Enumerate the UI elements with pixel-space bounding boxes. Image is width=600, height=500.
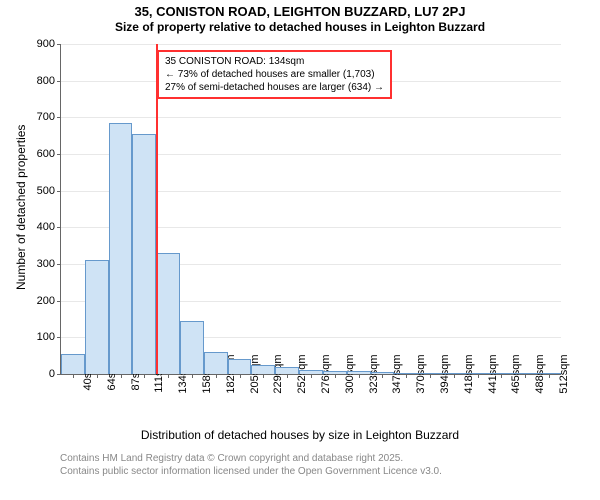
y-tick-label: 0 xyxy=(49,368,61,380)
x-tick-mark xyxy=(430,374,431,378)
x-tick-mark xyxy=(311,374,312,378)
x-tick-label: 512sqm xyxy=(552,354,570,393)
x-tick-mark xyxy=(144,374,145,378)
y-tick-label: 300 xyxy=(37,258,61,270)
x-tick-mark xyxy=(73,374,74,378)
x-tick-label: 418sqm xyxy=(457,354,475,393)
plot-area: 010020030040050060070080090040sqm64sqm87… xyxy=(60,44,561,375)
x-tick-mark xyxy=(192,374,193,378)
x-tick-mark xyxy=(263,374,264,378)
x-tick-mark xyxy=(97,374,98,378)
y-tick-label: 200 xyxy=(37,295,61,307)
y-axis-label: Number of detached properties xyxy=(14,125,28,290)
annotation-box: 35 CONISTON ROAD: 134sqm ← 73% of detach… xyxy=(157,50,392,99)
annotation-line2: ← 73% of detached houses are smaller (1,… xyxy=(165,68,384,81)
x-tick-label: 323sqm xyxy=(362,354,380,393)
x-tick-mark xyxy=(240,374,241,378)
x-tick-label: 347sqm xyxy=(385,354,403,393)
y-tick-label: 500 xyxy=(37,185,61,197)
x-tick-mark xyxy=(549,374,550,378)
x-tick-label: 229sqm xyxy=(266,354,284,393)
x-tick-mark xyxy=(406,374,407,378)
x-tick-mark xyxy=(287,374,288,378)
x-tick-label: 300sqm xyxy=(338,354,356,393)
footer-line1: Contains HM Land Registry data © Crown c… xyxy=(60,452,442,465)
x-tick-label: 488sqm xyxy=(528,354,546,393)
y-tick-label: 700 xyxy=(37,111,61,123)
x-tick-label: 465sqm xyxy=(504,354,522,393)
x-tick-label: 252sqm xyxy=(290,354,308,393)
x-tick-label: 205sqm xyxy=(243,354,261,393)
x-tick-mark xyxy=(168,374,169,378)
x-tick-mark xyxy=(525,374,526,378)
annotation-line1: 35 CONISTON ROAD: 134sqm xyxy=(165,55,384,68)
y-tick-label: 800 xyxy=(37,75,61,87)
x-tick-mark xyxy=(478,374,479,378)
x-tick-mark xyxy=(335,374,336,378)
x-tick-label: 394sqm xyxy=(433,354,451,393)
x-tick-mark xyxy=(382,374,383,378)
x-tick-mark xyxy=(501,374,502,378)
x-axis-label: Distribution of detached houses by size … xyxy=(0,428,600,442)
chart-title: 35, CONISTON ROAD, LEIGHTON BUZZARD, LU7… xyxy=(0,0,600,20)
footer-line2: Contains public sector information licen… xyxy=(60,465,442,478)
chart-container: 35, CONISTON ROAD, LEIGHTON BUZZARD, LU7… xyxy=(0,0,600,500)
gridline xyxy=(61,44,561,45)
histogram-bar xyxy=(109,123,133,374)
y-tick-label: 100 xyxy=(37,331,61,343)
x-tick-mark xyxy=(121,374,122,378)
chart-subtitle: Size of property relative to detached ho… xyxy=(0,20,600,34)
annotation-line3: 27% of semi-detached houses are larger (… xyxy=(165,81,384,94)
y-tick-label: 400 xyxy=(37,221,61,233)
x-tick-mark xyxy=(359,374,360,378)
x-tick-label: 276sqm xyxy=(314,354,332,393)
footer: Contains HM Land Registry data © Crown c… xyxy=(60,452,442,478)
x-tick-mark xyxy=(454,374,455,378)
x-tick-label: 441sqm xyxy=(481,354,499,393)
y-tick-label: 900 xyxy=(37,38,61,50)
histogram-bar xyxy=(132,134,156,374)
y-tick-label: 600 xyxy=(37,148,61,160)
x-tick-mark xyxy=(216,374,217,378)
x-tick-label: 370sqm xyxy=(409,354,427,393)
gridline xyxy=(61,117,561,118)
